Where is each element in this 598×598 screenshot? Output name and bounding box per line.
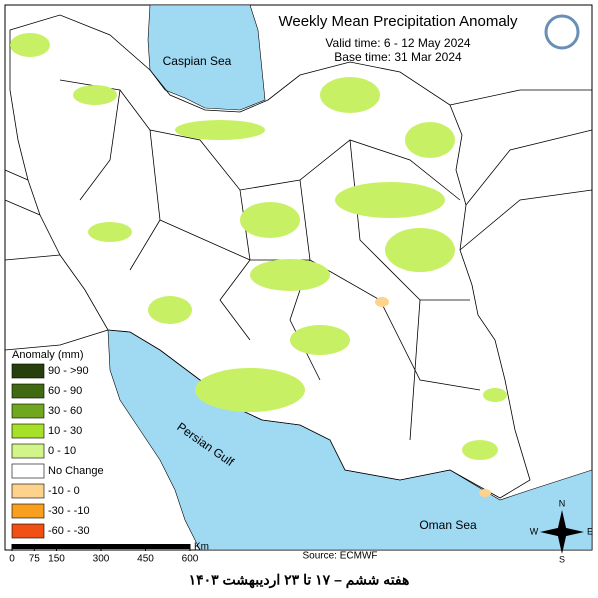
oman-label: Oman Sea [419,518,477,532]
anomaly-patches [10,33,507,497]
legend-label: 10 - 30 [48,425,82,437]
legend-label: -30 - -10 [48,505,90,517]
caspian-label: Caspian Sea [163,54,232,68]
borders [4,89,593,351]
title: Weekly Mean Precipitation Anomaly [278,13,518,30]
legend-swatch [11,403,45,419]
compass-n: N [559,498,566,508]
source: Source: ECMWF [302,551,377,562]
iran-outline [9,14,531,499]
compass-s: S [559,554,565,564]
legend-label: 30 - 60 [48,405,82,417]
logo [544,14,580,50]
caspian-sea [147,4,266,111]
legend-label: 90 - >90 [48,365,89,377]
scale-unit: Km [194,542,209,553]
legend: 90 - >90 60 - 90 30 - 60 10 - 30 0 - 10 No Ch… [11,363,104,539]
legend-swatch [11,483,45,499]
legend-label: -10 - 0 [48,485,80,497]
scale-tick-label: 600 [182,554,199,565]
legend-swatch [11,423,45,439]
scale-tick-label: 0 [9,554,15,565]
legend-label: No Change [48,465,104,477]
compass-e: E [587,526,593,536]
scale-tick-label: 150 [48,554,65,565]
legend-label: -60 - -30 [48,525,90,537]
scale-tick-label: 75 [29,554,41,565]
compass-w: W [530,526,539,536]
scale-tick-label: 300 [93,554,110,565]
legend-label: 0 - 10 [48,445,76,457]
legend-label: 60 - 90 [48,385,82,397]
legend-swatch [11,523,45,539]
legend-swatch [11,363,45,379]
base-time: Base time: 31 Mar 2024 [334,50,462,64]
scale-tick-label: 450 [137,554,154,565]
legend-swatch [11,463,45,479]
compass: N E S W [530,498,593,564]
legend-swatch [11,503,45,519]
valid-time: Valid time: 6 - 12 May 2024 [325,36,471,50]
legend-title: Anomaly (mm) [12,349,84,361]
caption: هفته ششم – ۱۷ تا ۲۳ اردیبهشت ۱۴۰۳ [189,572,410,589]
legend-swatch [11,383,45,399]
legend-swatch [11,443,45,459]
